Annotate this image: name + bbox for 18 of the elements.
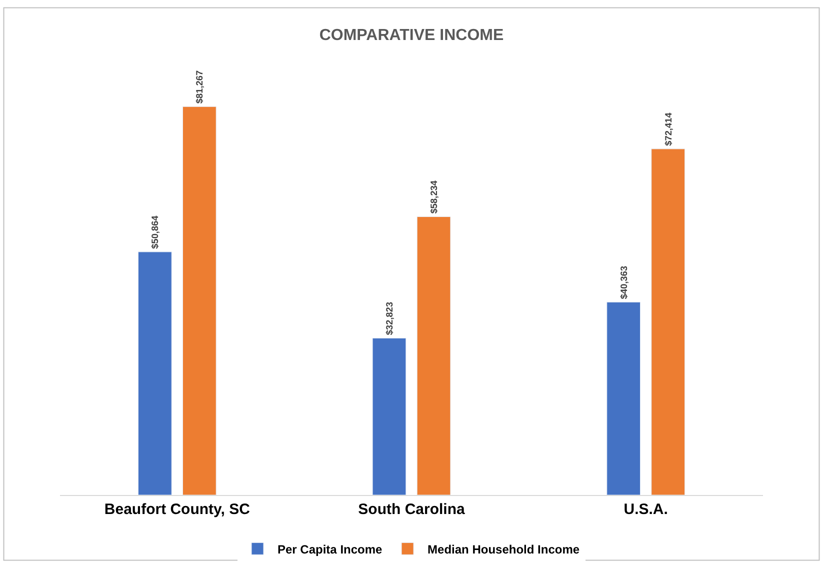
bar [138,252,172,495]
bar [416,216,451,495]
x-tick-label: Beaufort County, SC [104,501,250,518]
bar [606,302,641,495]
data-label: $72,414 [663,112,674,146]
data-label: $32,823 [384,302,395,336]
data-label: $81,267 [194,70,205,104]
legend-label: Median Household Income [428,542,580,556]
data-label: $50,864 [150,214,160,249]
bar [372,338,406,495]
chart-title: COMPARATIVE INCOME [319,26,504,44]
legend-label: Per Capita Income [278,542,383,556]
bar [651,148,686,495]
data-label: $58,234 [429,180,440,214]
x-tick-label: South Carolina [358,501,466,518]
x-tick-label: U.S.A. [624,501,668,518]
data-label: $40,363 [618,266,629,300]
bar [182,106,216,495]
